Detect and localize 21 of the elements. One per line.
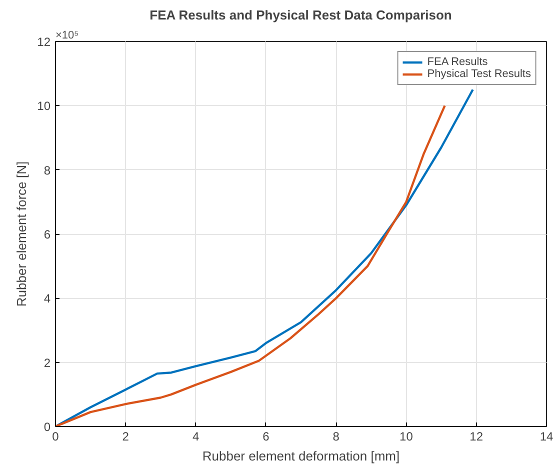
y-tick-label: 4 [44,292,51,306]
y-tick-label: 8 [44,163,51,178]
y-tick-label: 12 [37,35,51,49]
chart-title: FEA Results and Physical Rest Data Comparison [150,8,452,22]
y-tick-label: 10 [37,99,51,114]
x-tick-label: 10 [400,430,414,444]
x-axis-title: Rubber element deformation [mm] [202,448,400,464]
legend-label: Physical Test Results [427,68,531,80]
annotation: ×10⁵ [56,30,79,42]
x-tick-label: 12 [470,430,484,444]
x-tick-label: 4 [192,430,200,444]
x-tick-label: 8 [332,430,340,444]
y-tick-label: 6 [44,228,51,242]
legend-label: FEA Results [427,56,488,68]
y-tick-label: 2 [44,356,51,370]
x-tick-label: 6 [262,430,270,444]
x-tick-label: 0 [52,430,60,444]
x-tick-label: 14 [540,430,554,444]
x-tick-label: 2 [122,430,130,444]
y-axis-title: Rubber element force [N] [14,161,30,307]
y-tick-label: 0 [44,420,51,434]
